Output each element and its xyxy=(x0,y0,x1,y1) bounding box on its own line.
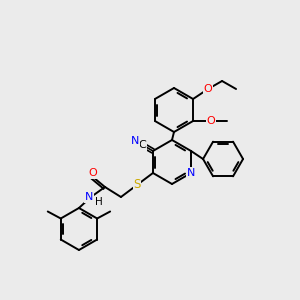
Text: O: O xyxy=(88,168,97,178)
Text: O: O xyxy=(207,116,215,126)
Text: O: O xyxy=(204,84,212,94)
Text: N: N xyxy=(187,168,195,178)
Text: S: S xyxy=(133,178,141,191)
Text: H: H xyxy=(95,197,103,207)
Text: N: N xyxy=(131,136,139,146)
Text: C: C xyxy=(139,140,146,150)
Text: N: N xyxy=(85,192,93,202)
